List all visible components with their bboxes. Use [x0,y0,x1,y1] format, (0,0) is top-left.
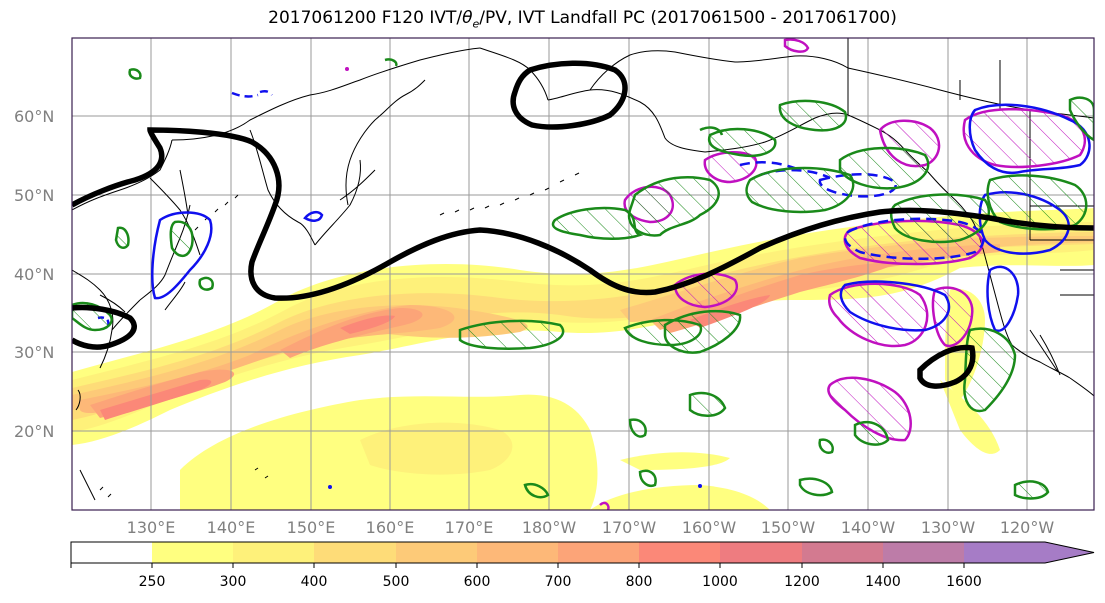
colorbar-tick-500: 500 [383,574,410,590]
colorbar-bin-6 [558,542,639,563]
colorbar-tick-1400: 1400 [865,574,901,590]
colorbar-bin-4 [396,542,477,563]
lat-label-20n: 20°N [14,422,54,441]
lon-label-160w: 160°W [682,518,737,537]
lon-label-180w: 180°W [522,518,577,537]
colorbar-bin-8 [720,542,802,563]
colorbar-tick-700: 700 [545,574,572,590]
lon-label-170e: 170°E [445,518,494,537]
colorbar-bin-3 [314,542,396,563]
lon-label-160e: 160°E [366,518,415,537]
lon-label-130w: 130°W [921,518,976,537]
lat-label-40n: 40°N [14,265,54,284]
colorbar-extend-arrow [1045,542,1094,563]
lon-label-120w: 120°W [1000,518,1055,537]
colorbar-tick-250: 250 [139,574,166,590]
lon-label-170w: 170°W [602,518,657,537]
pv-black-contours [72,60,1094,389]
colorbar-outline [70,541,1095,564]
colorbar-tick-300: 300 [220,574,247,590]
colorbar-tick-1600: 1600 [946,574,982,590]
colorbar-bin-10 [883,542,964,563]
lon-label-150e: 150°E [287,518,336,537]
colorbar-bin-5 [477,542,558,563]
lon-label-140w: 140°W [841,518,896,537]
title-theta-sub: e [472,17,480,31]
theta-green-contours [72,58,1094,500]
colorbar-tick-1000: 1000 [702,574,738,590]
lat-label-50n: 50°N [14,186,54,205]
colorbar-bin-11 [964,542,1045,563]
colorbar-tick-600: 600 [464,574,491,590]
coastlines [72,38,1094,501]
colorbar-tick-1200: 1200 [784,574,820,590]
colorbar-bin-0 [71,542,152,563]
colorbar-tick-400: 400 [301,574,328,590]
title-theta: θ [462,8,473,28]
map-frame [71,37,1095,511]
colorbar-tick-800: 800 [626,574,653,590]
colorbar: 250 300 400 500 600 700 800 1000 1200 14… [70,541,1095,590]
title-suffix: /PV, IVT Landfall PC (2017061500 - 20170… [479,8,897,28]
lat-label-30n: 30°N [14,343,54,362]
colorbar-bin-2 [233,542,314,563]
lon-label-140e: 140°E [207,518,256,537]
map-title: 2017061200 F120 IVT/θe/PV, IVT Landfall … [0,8,1105,30]
lon-label-130e: 130°E [127,518,176,537]
colorbar-bin-7 [639,542,720,563]
lat-label-60n: 60°N [14,107,54,126]
lon-label-150w: 150°W [761,518,816,537]
colorbar-bin-1 [152,542,233,563]
title-prefix: 2017061200 F120 IVT/ [268,8,463,28]
colorbar-bin-9 [802,542,883,563]
